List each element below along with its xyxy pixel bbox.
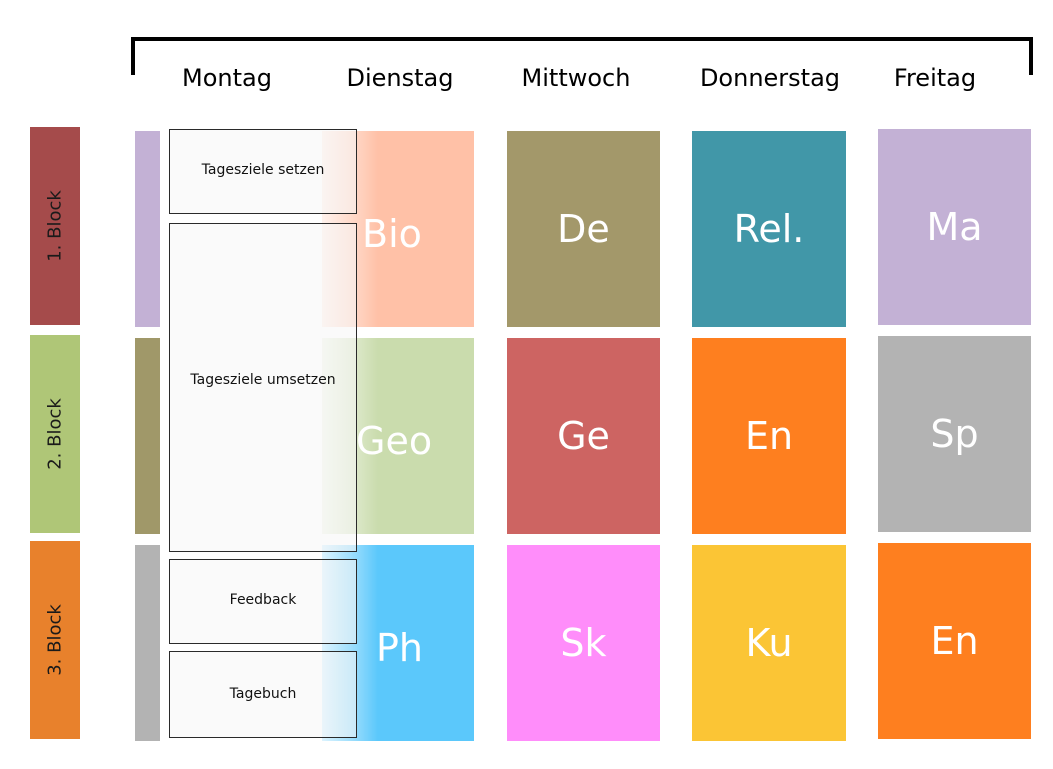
feedback-box: Feedback (169, 559, 357, 644)
header-bracket-left (131, 37, 135, 75)
tagesziele-setzen-label: Tagesziele setzen (201, 162, 325, 178)
freitag-block2-subject: Sp (930, 412, 979, 456)
block-label-3: 3. Block (30, 541, 80, 739)
day-header-dienstag: Dienstag (346, 64, 454, 92)
dienstag-block2-subject: Geo (356, 419, 433, 463)
montag-block1-strip (135, 131, 160, 327)
block-label-2: 2. Block (30, 335, 80, 533)
tagesziele-umsetzen-label: Tagesziele umsetzen (190, 372, 336, 388)
block-label-1: 1. Block (30, 127, 80, 325)
tagebuch-label: Tagebuch (229, 686, 297, 702)
mittwoch-block2-subject: Ge (557, 414, 610, 458)
tagesziele-setzen-box: Tagesziele setzen (169, 129, 357, 214)
tagebuch-box: Tagebuch (169, 651, 357, 738)
header-bracket-right (1029, 37, 1033, 75)
block-label-2-text: 2. Block (44, 398, 66, 470)
mittwoch-block1-cell: De (507, 131, 660, 327)
donnerstag-block1-cell: Rel. (692, 131, 846, 327)
donnerstag-block2-cell: En (692, 338, 846, 534)
mittwoch-block1-subject: De (557, 207, 610, 251)
day-header-montag: Montag (182, 64, 272, 92)
mittwoch-block2-cell: Ge (507, 338, 660, 534)
freitag-block3-subject: En (930, 619, 979, 663)
dienstag-block3-subject: Ph (376, 626, 423, 670)
mittwoch-block3-subject: Sk (560, 621, 607, 665)
block-label-3-text: 3. Block (44, 604, 66, 676)
freitag-block3-cell: En (878, 543, 1031, 739)
block-label-1-text: 1. Block (44, 190, 66, 262)
donnerstag-block3-cell: Ku (692, 545, 846, 741)
header-bracket-top (134, 37, 1033, 41)
mittwoch-block3-cell: Sk (507, 545, 660, 741)
tagesziele-umsetzen-box: Tagesziele umsetzen (169, 223, 357, 552)
freitag-block1-cell: Ma (878, 129, 1031, 325)
freitag-block2-cell: Sp (878, 336, 1031, 532)
day-header-donnerstag: Donnerstag (699, 64, 841, 92)
donnerstag-block2-subject: En (744, 414, 794, 458)
feedback-label: Feedback (229, 592, 297, 608)
montag-block3-strip (135, 545, 160, 741)
day-header-mittwoch: Mittwoch (521, 64, 631, 92)
dienstag-block1-subject: Bio (362, 212, 422, 256)
donnerstag-block3-subject: Ku (745, 621, 793, 665)
freitag-block1-subject: Ma (926, 205, 983, 249)
montag-block2-strip (135, 338, 160, 534)
day-header-freitag: Freitag (893, 64, 977, 92)
donnerstag-block1-subject: Rel. (733, 207, 805, 251)
